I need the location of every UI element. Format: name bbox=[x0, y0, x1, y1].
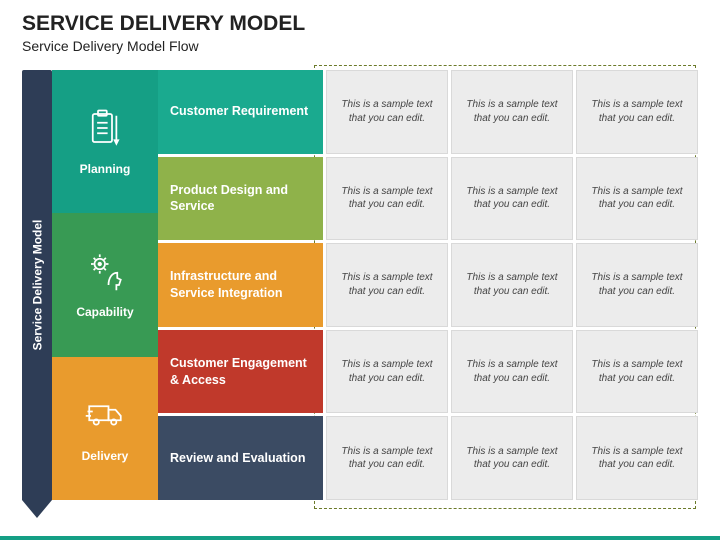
row-label: Infrastructure and Service Integration bbox=[158, 243, 323, 327]
sample-cell: This is a sample text that you can edit. bbox=[326, 330, 448, 414]
page-title: SERVICE DELIVERY MODEL bbox=[22, 12, 698, 36]
rows-area: Customer RequirementThis is a sample tex… bbox=[158, 70, 698, 500]
table-row: Infrastructure and Service IntegrationTh… bbox=[158, 243, 698, 327]
sample-cell: This is a sample text that you can edit. bbox=[576, 70, 698, 154]
table-row: Customer Engagement & AccessThis is a sa… bbox=[158, 330, 698, 414]
sample-cell: This is a sample text that you can edit. bbox=[451, 157, 573, 241]
gear-head-icon bbox=[84, 250, 126, 297]
table-row: Customer RequirementThis is a sample tex… bbox=[158, 70, 698, 154]
sample-cell: This is a sample text that you can edit. bbox=[576, 330, 698, 414]
row-label: Customer Requirement bbox=[158, 70, 323, 154]
clipboard-icon bbox=[84, 107, 126, 154]
bottom-accent-bar bbox=[0, 536, 720, 540]
row-label: Review and Evaluation bbox=[158, 416, 323, 500]
sample-cell: This is a sample text that you can edit. bbox=[451, 330, 573, 414]
sample-cell: This is a sample text that you can edit. bbox=[451, 70, 573, 154]
vertical-bar: Service Delivery Model bbox=[22, 70, 52, 500]
sample-cell: This is a sample text that you can edit. bbox=[576, 157, 698, 241]
table-row: Review and EvaluationThis is a sample te… bbox=[158, 416, 698, 500]
row-label: Product Design and Service bbox=[158, 157, 323, 241]
sample-cell: This is a sample text that you can edit. bbox=[576, 243, 698, 327]
phase-label: Planning bbox=[80, 162, 131, 176]
phase-capability: Capability bbox=[52, 213, 158, 356]
phase-column: Planning Capability Delivery bbox=[52, 70, 158, 500]
phase-planning: Planning bbox=[52, 70, 158, 213]
sample-cell: This is a sample text that you can edit. bbox=[576, 416, 698, 500]
sample-cell: This is a sample text that you can edit. bbox=[451, 243, 573, 327]
vertical-bar-label: Service Delivery Model bbox=[30, 220, 44, 351]
sample-cell: This is a sample text that you can edit. bbox=[451, 416, 573, 500]
sample-cell: This is a sample text that you can edit. bbox=[326, 416, 448, 500]
row-label: Customer Engagement & Access bbox=[158, 330, 323, 414]
truck-icon bbox=[84, 394, 126, 441]
phase-label: Capability bbox=[76, 305, 133, 319]
sample-cell: This is a sample text that you can edit. bbox=[326, 157, 448, 241]
phase-label: Delivery bbox=[82, 449, 129, 463]
sample-cell: This is a sample text that you can edit. bbox=[326, 243, 448, 327]
diagram-board: Service Delivery Model Planning Capabilit… bbox=[22, 70, 698, 520]
sample-cell: This is a sample text that you can edit. bbox=[326, 70, 448, 154]
table-row: Product Design and ServiceThis is a samp… bbox=[158, 157, 698, 241]
page-subtitle: Service Delivery Model Flow bbox=[22, 38, 698, 54]
phase-delivery: Delivery bbox=[52, 357, 158, 500]
arrow-tip-icon bbox=[22, 500, 52, 518]
